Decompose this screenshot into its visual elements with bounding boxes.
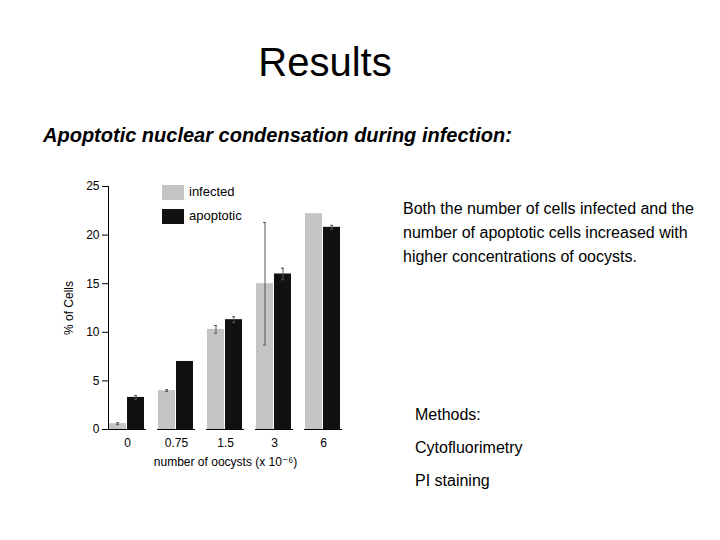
svg-text:0.75: 0.75: [165, 436, 189, 450]
html-text:infected: infected: [189, 184, 235, 199]
svg-text:20: 20: [86, 228, 100, 242]
svg-text:0: 0: [124, 436, 131, 450]
svg-text:0: 0: [93, 422, 100, 436]
html-text:Both the number of cells infec: Both the number of cells infected and th…: [403, 200, 694, 265]
svg-text:3: 3: [271, 436, 278, 450]
svg-text:25: 25: [86, 179, 100, 193]
html-text:Methods:: Methods:: [415, 406, 481, 423]
html-text:Cytofluorimetry: Cytofluorimetry: [415, 439, 523, 456]
svg-text:5: 5: [93, 374, 100, 388]
svg-text:6: 6: [320, 436, 327, 450]
svg-text:number of oocysts (x 10⁻⁶): number of oocysts (x 10⁻⁶): [154, 455, 297, 469]
svg-text:1.5: 1.5: [217, 436, 234, 450]
svg-text:10: 10: [86, 325, 100, 339]
html-text:Results: Results: [258, 40, 392, 84]
html-text:Apoptotic nuclear condensation: Apoptotic nuclear condensation during in…: [43, 124, 512, 146]
html-text:apoptotic: apoptotic: [189, 208, 242, 223]
svg-text:% of Cells: % of Cells: [62, 281, 76, 335]
html-text:PI staining: PI staining: [415, 472, 490, 489]
svg-text:15: 15: [86, 277, 100, 291]
